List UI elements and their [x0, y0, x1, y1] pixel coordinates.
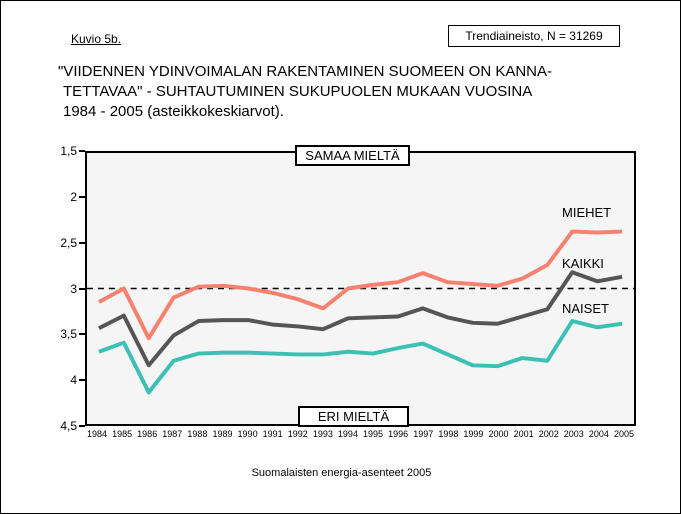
y-tick-label: 3,5 [60, 327, 77, 342]
x-tick-label: 1986 [137, 429, 158, 439]
callout-agree: SAMAA MIELTÄ [295, 145, 410, 166]
series-line-naiset [98, 319, 623, 395]
source-note: Suomalaisten energia-asenteet 2005 [251, 467, 432, 479]
y-tick-mark [79, 287, 85, 290]
series-canvas [87, 229, 634, 395]
x-tick-label: 1995 [363, 429, 384, 439]
y-tick-label: 1,5 [60, 144, 77, 158]
x-tick-label: 2001 [513, 429, 534, 439]
page-title: "VIIDENNEN YDINVOIMALAN RAKENTAMINEN SUO… [58, 62, 658, 122]
x-tick-label: 1991 [262, 429, 283, 439]
series-label-naiset: NAISET [562, 301, 609, 316]
callout-disagree-label: ERI MIELTÄ [317, 409, 390, 424]
x-tick-label: 1997 [413, 429, 434, 439]
y-tick-label: 4 [70, 373, 77, 388]
x-tick-label: 2003 [563, 429, 584, 439]
sample-size-box: Trendiaineisto, N = 31269 [448, 25, 620, 47]
x-tick-label: 1988 [187, 429, 208, 439]
y-tick-mark [79, 241, 85, 244]
y-tick-label: 2 [70, 189, 77, 204]
sample-size-text: Trendiaineisto, N = 31269 [465, 29, 603, 43]
y-tick-label: 4,5 [60, 419, 77, 433]
y-tick-mark [79, 379, 85, 382]
x-tick-label: 1999 [463, 429, 484, 439]
y-tick-label: 2,5 [60, 235, 77, 250]
x-tick-label: 1990 [237, 429, 258, 439]
x-tick-label: 2002 [538, 429, 559, 439]
y-tick-mark [79, 150, 85, 152]
callout-agree-label: SAMAA MIELTÄ [305, 148, 400, 163]
x-tick-label: 1996 [388, 429, 409, 439]
x-tick-label: 1987 [162, 429, 183, 439]
x-tick-label: 1993 [312, 429, 333, 439]
series-line-kaikki [98, 270, 623, 368]
x-tick-label: 1989 [212, 429, 233, 439]
series-label-miehet: MIEHET [562, 205, 612, 220]
y-tick-mark [79, 333, 85, 336]
x-axis: 1984 1985 1986 1987 1988 1989 1990 1991 1992 1993… [85, 429, 636, 445]
y-tick-label: 3 [70, 281, 77, 296]
title-line-1: "VIIDENNEN YDINVOIMALAN RAKENTAMINEN SUO… [58, 63, 553, 80]
title-line-2: TETTAVAA" - SUHTAUTUMINEN SUKUPUOLEN MUK… [63, 83, 533, 100]
y-tick-mark [79, 195, 85, 198]
title-line-3: 1984 - 2005 (asteikkokeskiarvot). [63, 103, 284, 120]
y-tick-mark [79, 425, 85, 427]
x-tick-label: 1998 [438, 429, 459, 439]
x-tick-label: 2000 [488, 429, 509, 439]
y-axis: 1,5 2 2,5 3 3,5 4 4,5 [41, 143, 85, 435]
series-line-miehet [97, 229, 623, 341]
x-tick-label: 2005 [613, 429, 635, 439]
plot-area [85, 151, 636, 426]
figure-number-label: Kuvio 5b. [71, 32, 122, 46]
x-tick-label: 1984 [86, 429, 108, 439]
x-tick-label: 1994 [337, 429, 358, 439]
series-label-kaikki: KAIKKI [562, 256, 604, 271]
x-tick-label: 1992 [287, 429, 308, 439]
x-tick-label: 2004 [588, 429, 609, 439]
callout-disagree: ERI MIELTÄ [298, 406, 409, 427]
x-tick-label: 1985 [112, 429, 133, 439]
